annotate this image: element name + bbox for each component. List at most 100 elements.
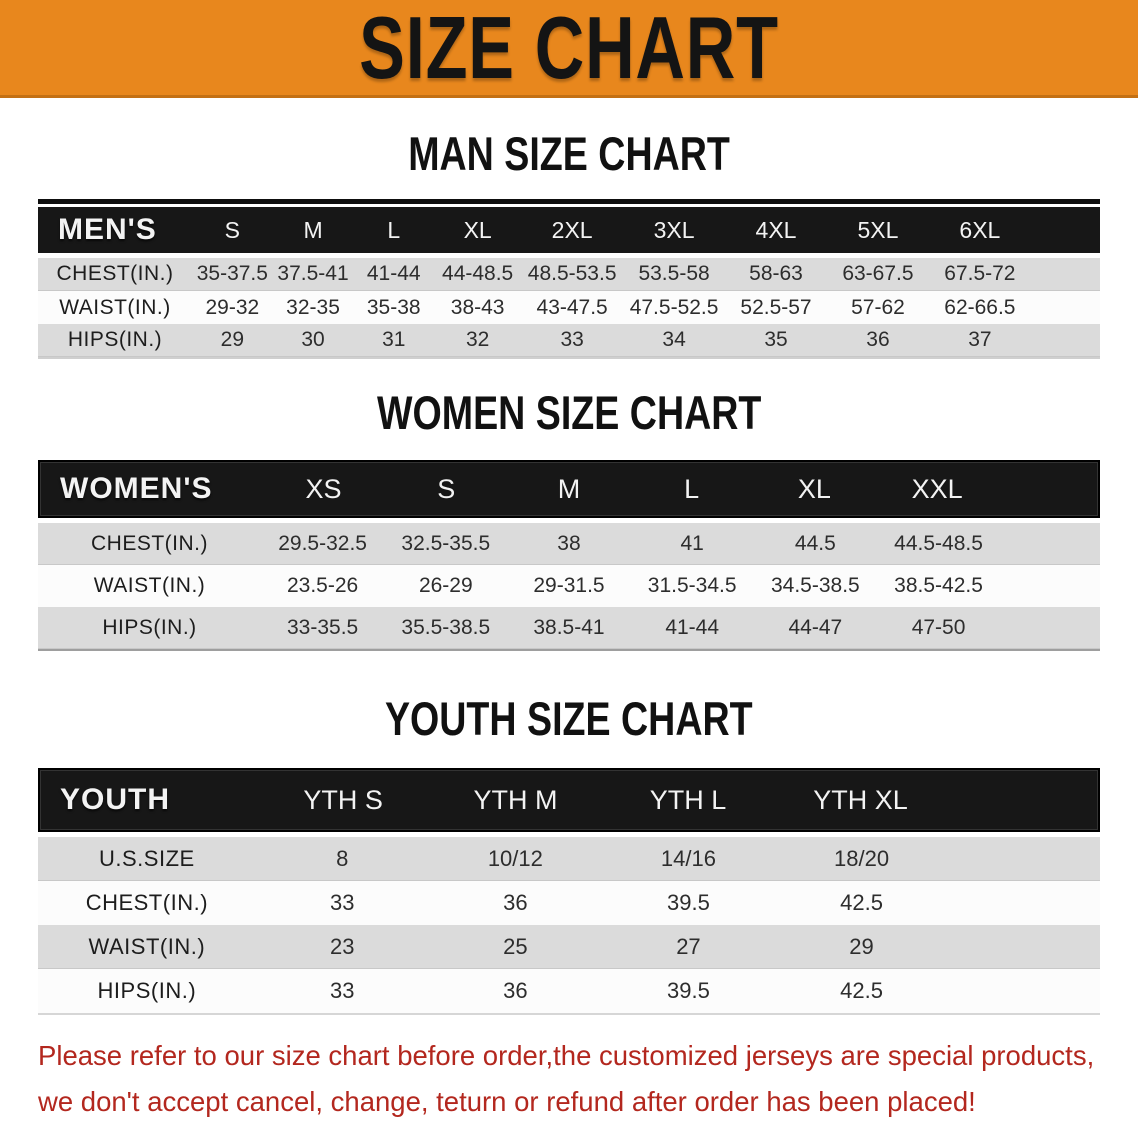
row-label: HIPS(IN.) bbox=[102, 615, 197, 639]
spacer-cell bbox=[1031, 207, 1100, 253]
spacer-cell bbox=[947, 770, 1098, 830]
spacer-cell bbox=[948, 837, 1100, 880]
column-header: XL bbox=[463, 216, 492, 243]
size-value: 29-32 bbox=[205, 295, 260, 319]
size-value: 47.5-52.5 bbox=[629, 295, 719, 319]
column-header: YTH L bbox=[649, 784, 727, 815]
row-label: WAIST(IN.) bbox=[93, 574, 206, 597]
size-value: 35-37.5 bbox=[196, 262, 268, 285]
size-value: 44.5 bbox=[794, 531, 836, 555]
size-value: 36 bbox=[866, 328, 890, 351]
column-header: YTH M bbox=[473, 784, 558, 815]
men-row-hips-in: HIPS(IN.) 29 30 31 32 33 34 35 36 37 bbox=[38, 324, 1100, 357]
size-value: 41 bbox=[680, 531, 704, 555]
size-value: 39.5 bbox=[667, 978, 710, 1003]
spacer-cell bbox=[1031, 291, 1100, 324]
men-row-chest-in: CHEST(IN.) 35-37.5 37.5-41 41-44 44-48.5 48.5… bbox=[38, 258, 1100, 291]
size-value: 48.5-53.5 bbox=[527, 262, 617, 285]
size-value: 38.5-41 bbox=[533, 615, 605, 639]
column-header: 6XL bbox=[959, 216, 1001, 243]
column-header: 2XL bbox=[551, 216, 593, 243]
row-label: U.S.SIZE bbox=[99, 845, 195, 871]
youth-table-header-row: YOUTH YTH S YTH M YTH L YTH XL bbox=[38, 768, 1100, 832]
disclaimer: Please refer to our size chart before or… bbox=[0, 1033, 1138, 1125]
column-header: M bbox=[557, 473, 581, 504]
size-value: 36 bbox=[503, 978, 528, 1003]
youth-row-chest-in: CHEST(IN.) 33 36 39.5 42.5 bbox=[38, 881, 1100, 925]
size-value: 42.5 bbox=[840, 978, 883, 1003]
women-section-heading: WOMEN SIZE CHART bbox=[376, 386, 762, 439]
size-value: 39.5 bbox=[667, 890, 710, 915]
youth-row-u-s-size: U.S.SIZE 8 10/12 14/16 18/20 bbox=[38, 837, 1100, 881]
size-value: 33 bbox=[560, 328, 584, 351]
disclaimer-line-1: Please refer to our size chart before or… bbox=[38, 1040, 1095, 1071]
column-header: 5XL bbox=[857, 216, 899, 243]
size-value: 34.5-38.5 bbox=[770, 574, 860, 597]
size-value: 53.5-58 bbox=[638, 262, 710, 285]
size-value: 18/20 bbox=[834, 845, 890, 871]
youth-section-heading: YOUTH SIZE CHART bbox=[385, 692, 753, 745]
size-value: 31 bbox=[382, 328, 406, 351]
size-value: 52.5-57 bbox=[740, 295, 812, 319]
row-label: CHEST(IN.) bbox=[91, 531, 208, 555]
size-value: 42.5 bbox=[840, 890, 883, 915]
men-size-section: MAN SIZE CHART MEN'S S M L XL 2XL 3XL 4XL 5XL 6XL… bbox=[0, 130, 1138, 359]
size-value: 33 bbox=[330, 890, 355, 915]
youth-size-table: YOUTH YTH S YTH M YTH L YTH XL U.S.SIZE 8 10/12… bbox=[38, 768, 1100, 1015]
size-value: 44-48.5 bbox=[442, 262, 514, 285]
size-value: 41-44 bbox=[665, 615, 720, 639]
size-value: 32.5-35.5 bbox=[401, 531, 491, 555]
men-table-header-row: MEN'S S M L XL 2XL 3XL 4XL 5XL 6XL bbox=[38, 207, 1100, 253]
spacer-cell bbox=[1031, 324, 1100, 356]
size-value: 38.5-42.5 bbox=[894, 574, 983, 597]
youth-group-label: YOUTH bbox=[60, 783, 170, 816]
spacer-cell bbox=[948, 969, 1100, 1013]
size-value: 29 bbox=[849, 933, 874, 959]
size-value: 44-47 bbox=[788, 615, 843, 639]
size-value: 37.5-41 bbox=[277, 262, 349, 285]
column-header: L bbox=[387, 216, 401, 243]
spacer-cell bbox=[1000, 523, 1100, 564]
spacer-cell bbox=[1031, 258, 1100, 290]
spacer-cell bbox=[998, 462, 1098, 516]
size-value: 41-44 bbox=[366, 262, 421, 285]
size-value: 58-63 bbox=[749, 262, 803, 285]
youth-size-section: YOUTH SIZE CHART YOUTH YTH S YTH M YTH L YTH… bbox=[0, 695, 1138, 1015]
size-value: 47-50 bbox=[911, 615, 966, 639]
size-value: 30 bbox=[301, 328, 325, 351]
column-header: YTH S bbox=[303, 784, 383, 815]
men-heading-wrap: MAN SIZE CHART bbox=[0, 130, 1138, 177]
spacer-cell bbox=[948, 925, 1100, 968]
size-value: 37 bbox=[968, 328, 992, 351]
youth-row-hips-in: HIPS(IN.) 33 36 39.5 42.5 bbox=[38, 969, 1100, 1013]
size-value: 29 bbox=[220, 328, 245, 351]
column-header: XS bbox=[305, 473, 342, 504]
column-header: S bbox=[437, 473, 456, 504]
women-heading-wrap: WOMEN SIZE CHART bbox=[0, 389, 1138, 436]
women-table-header-row: WOMEN'S XS S M L XL XXL bbox=[38, 460, 1100, 518]
size-value: 10/12 bbox=[487, 845, 543, 871]
size-value: 35-38 bbox=[366, 295, 421, 319]
women-row-hips-in: HIPS(IN.) 33-35.5 35.5-38.5 38.5-41 41-44 44-… bbox=[38, 607, 1100, 649]
spacer-cell bbox=[1000, 607, 1100, 648]
size-value: 33-35.5 bbox=[286, 615, 359, 639]
column-header: 3XL bbox=[653, 216, 695, 243]
column-header: YTH XL bbox=[813, 784, 908, 815]
spacer-cell bbox=[1000, 565, 1100, 607]
size-value: 62-66.5 bbox=[944, 295, 1016, 319]
size-value: 32-35 bbox=[286, 295, 340, 319]
size-value: 38-43 bbox=[450, 295, 505, 319]
disclaimer-line-2: we don't accept cancel, change, teturn o… bbox=[38, 1086, 976, 1117]
size-value: 44.5-48.5 bbox=[894, 531, 983, 555]
row-label: WAIST(IN.) bbox=[59, 295, 171, 319]
column-header: XL bbox=[797, 473, 831, 504]
women-size-table: WOMEN'S XS S M L XL XXL CHEST(IN.) 29.5-32.5 32.5… bbox=[38, 460, 1100, 651]
row-label: HIPS(IN.) bbox=[97, 978, 197, 1003]
spacer-cell bbox=[948, 881, 1100, 925]
row-label: HIPS(IN.) bbox=[67, 328, 163, 351]
size-value: 29.5-32.5 bbox=[278, 531, 367, 555]
row-label: WAIST(IN.) bbox=[88, 933, 206, 959]
youth-row-waist-in: WAIST(IN.) 23 25 27 29 bbox=[38, 925, 1100, 969]
size-value: 63-67.5 bbox=[842, 262, 914, 285]
